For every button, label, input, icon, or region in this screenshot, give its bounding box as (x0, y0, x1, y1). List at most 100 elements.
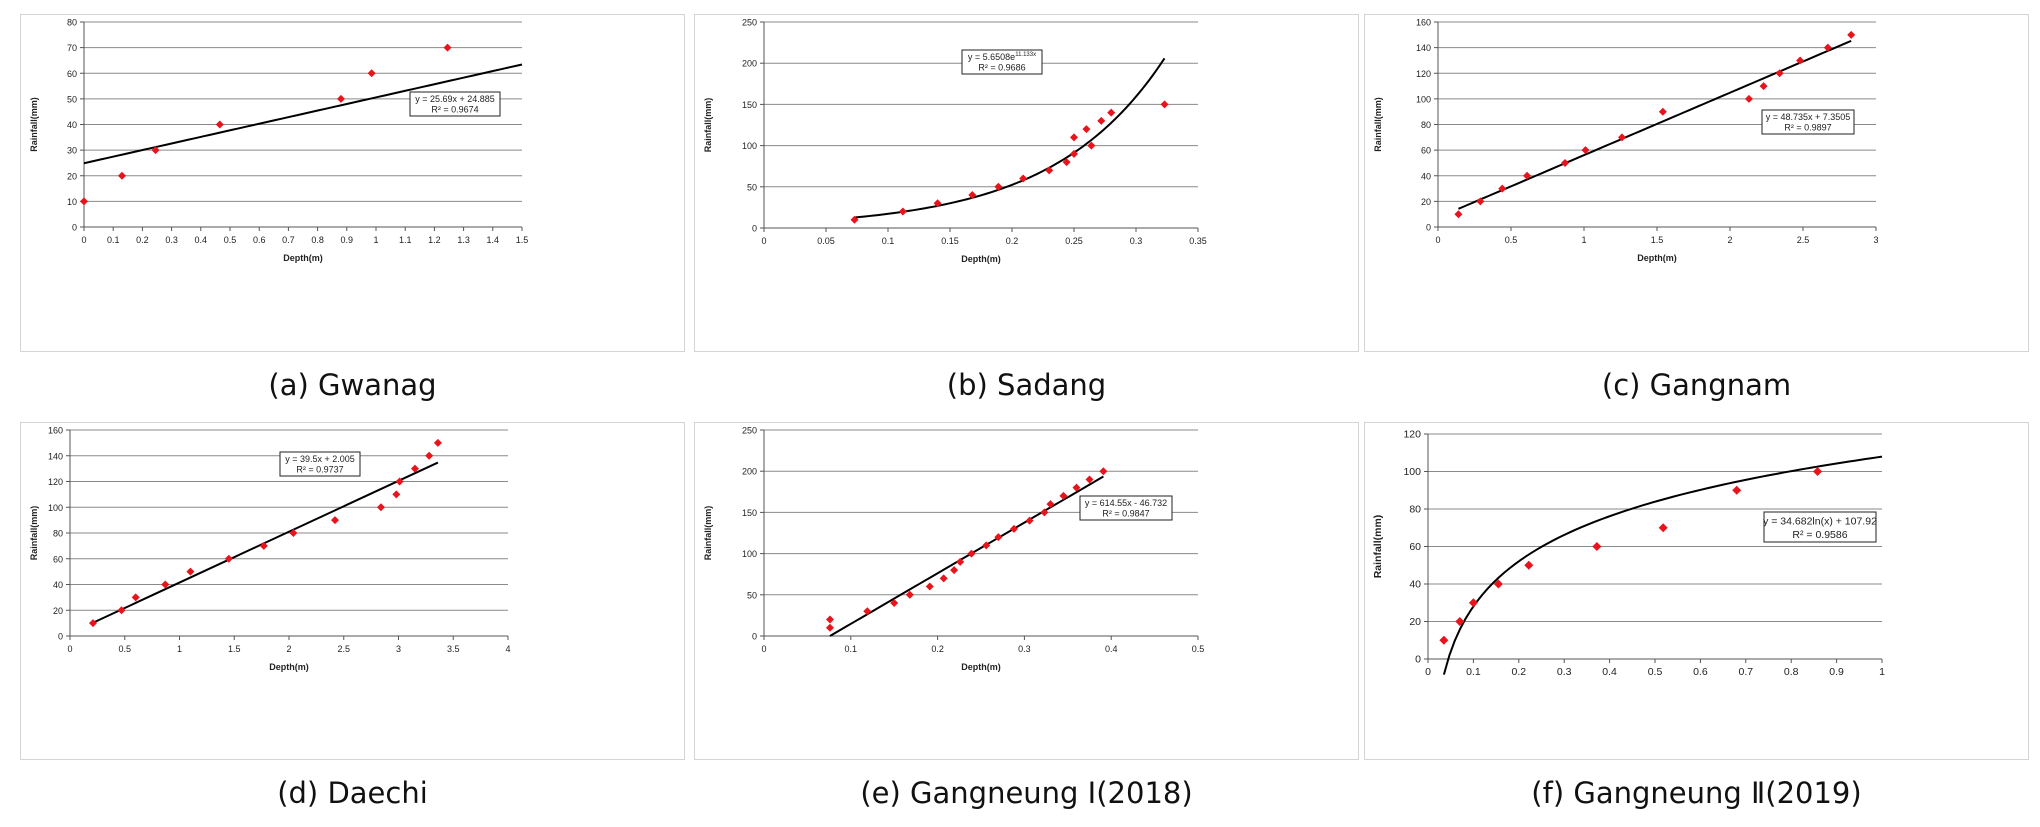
caption-a: (a) Gwanag (268, 368, 437, 402)
data-point (151, 146, 160, 155)
equation-label: y = 614.55x - 46.732 (1085, 498, 1167, 508)
chart-gwanag: 0 10 20 30 40 50 60 70 80 0 0.1 0.2 0.3 0.4 0.5 0.6 0.7 0… (20, 14, 685, 352)
data-point (117, 606, 126, 615)
x-tick-label: 3.5 (447, 644, 460, 654)
y-tick-label: 80 (1421, 120, 1431, 130)
chart-gangneung-2: 0 20 40 60 80 100 120 0 0.1 0.2 0.3 0.4 0.5 0.6 0.7 0.8… (1364, 422, 2029, 760)
x-tick-label: 0 (761, 644, 766, 654)
y-tick-label: 10 (67, 197, 77, 207)
y-tick-label: 50 (747, 590, 757, 600)
data-point (939, 574, 948, 583)
y-tick-label: 40 (53, 580, 63, 590)
data-point (1775, 69, 1784, 78)
data-point (1658, 523, 1668, 533)
y-tick-label: 60 (67, 69, 77, 79)
trendline (83, 63, 523, 165)
y-tick-label: 160 (1416, 18, 1431, 28)
data-point (905, 590, 914, 599)
y-tick-label: 200 (742, 59, 757, 69)
y-axis-title: Rainfall(mm) (29, 97, 39, 152)
data-point (950, 566, 959, 575)
x-tick-label: 1 (177, 644, 182, 654)
data-point (1823, 43, 1832, 52)
chart-frame (20, 422, 685, 760)
chart-frame (1364, 422, 2029, 760)
x-tick-label: 0 (67, 644, 72, 654)
x-tick-label: 0.3 (1130, 236, 1143, 246)
x-tick-label: 1.5 (228, 644, 241, 654)
caption-b: (b) Sadang (946, 368, 1107, 402)
data-point (395, 477, 404, 486)
y-tick-label: 20 (1409, 616, 1421, 628)
data-point (850, 215, 859, 224)
y-tick-label: 0 (752, 224, 757, 234)
y-tick-label: 40 (1421, 171, 1431, 181)
x-tick-label: 0.8 (1784, 666, 1799, 678)
data-point (336, 94, 345, 103)
data-point (1524, 560, 1534, 570)
x-tick-label: 0.2 (1006, 236, 1019, 246)
data-point (1454, 210, 1463, 219)
data-point (1455, 617, 1465, 626)
x-tick-label: 0.4 (1602, 666, 1617, 678)
y-tick-label: 140 (48, 451, 63, 461)
data-point (1160, 100, 1169, 109)
data-point (88, 619, 97, 628)
y-tick-label: 0 (752, 632, 757, 642)
trendline (1458, 39, 1852, 210)
x-tick-label: 2 (286, 644, 291, 654)
y-axis-title: Rainfall(mm) (703, 506, 713, 561)
data-point (1070, 149, 1078, 158)
equation-box (1079, 495, 1173, 521)
data-point (425, 451, 434, 460)
y-tick-label: 120 (1416, 69, 1431, 79)
y-tick-label: 50 (747, 182, 757, 192)
data-point (967, 549, 976, 558)
y-tick-label: 100 (742, 549, 757, 559)
x-tick-label: 1.1 (399, 235, 412, 245)
y-tick-label: 160 (48, 426, 63, 436)
caption-f: (f) Gangneung Ⅱ(2019) (1531, 776, 1862, 810)
y-tick-label: 120 (1403, 429, 1421, 441)
chart-gangneung-1: 0 50 100 150 200 250 0 0.1 0.2 0.3 0.4 0.5 Depth(m) R… (694, 422, 1359, 760)
x-tick-label: 0.5 (1505, 235, 1518, 245)
data-point (186, 567, 195, 576)
equation-box (279, 451, 361, 477)
data-point (933, 199, 942, 208)
data-point (1019, 174, 1028, 183)
y-tick-label: 120 (48, 477, 63, 487)
x-axis-title: Depth(m) (283, 253, 323, 263)
data-point (1072, 483, 1081, 492)
chart-frame (1364, 14, 2029, 352)
x-tick-label: 0.1 (1466, 666, 1481, 678)
y-axis-title: Rainfall(mm) (703, 98, 713, 153)
r-squared-label: R² = 0.9686 (978, 63, 1025, 73)
data-point (1009, 524, 1018, 533)
x-tick-label: 0.1 (107, 235, 120, 245)
data-point (1581, 146, 1590, 155)
x-tick-label: 1.3 (457, 235, 470, 245)
x-tick-label: 0.1 (845, 644, 858, 654)
data-point (1617, 133, 1626, 142)
y-axis-title: Rainfall(mm) (29, 506, 39, 561)
y-tick-label: 0 (1426, 223, 1431, 233)
data-point (367, 69, 376, 78)
x-tick-label: 0.5 (224, 235, 237, 245)
data-point (117, 171, 126, 180)
trendline (92, 461, 439, 624)
x-tick-label: 0.6 (1693, 666, 1708, 678)
x-tick-label: 1 (1581, 235, 1586, 245)
x-tick-label: 0.2 (931, 644, 944, 654)
chart-frame (20, 14, 685, 352)
y-tick-label: 150 (742, 100, 757, 110)
data-point (1759, 82, 1768, 91)
data-point (433, 438, 442, 447)
data-point (1523, 171, 1532, 180)
x-tick-label: 0 (1435, 235, 1440, 245)
x-tick-label: 0.35 (1189, 236, 1207, 246)
y-axis-title: Rainfall(mm) (1373, 97, 1383, 152)
y-tick-label: 70 (67, 43, 77, 53)
data-point (898, 207, 907, 216)
y-tick-label: 80 (1409, 504, 1421, 516)
x-tick-label: 3 (1873, 235, 1878, 245)
